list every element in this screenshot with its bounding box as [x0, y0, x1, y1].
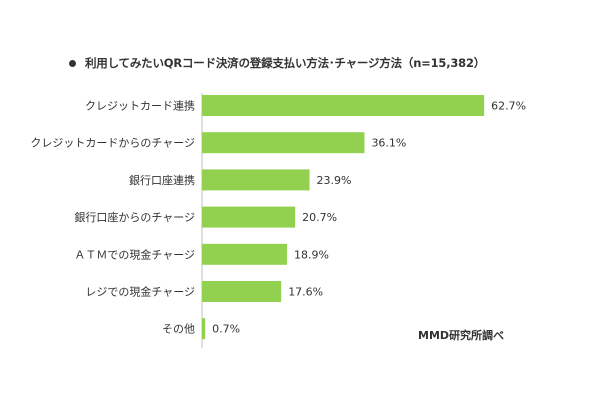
category-label: レジでの現金チャージ: [85, 285, 195, 299]
category-label: ＡＴＭでの現金チャージ: [74, 247, 195, 261]
category-label: 銀行口座からのチャージ: [74, 210, 195, 224]
bar: [202, 243, 288, 265]
chart-title-row: 利用してみたいQRコード決済の登録支払い方法･チャージ方法（n=15,382）: [69, 55, 485, 71]
value-label: 20.7%: [302, 211, 337, 224]
category-label: クレジットカード連携: [85, 99, 195, 113]
bar: [202, 169, 310, 191]
category-label: クレジットカードからのチャージ: [30, 137, 195, 150]
bar: [202, 95, 485, 116]
bar: [202, 132, 365, 154]
value-label: 17.6%: [288, 286, 323, 299]
value-label: 23.9%: [317, 174, 352, 187]
category-label: 銀行口座連携: [129, 173, 195, 187]
bullet-icon: [69, 59, 76, 67]
value-label: 62.7%: [491, 100, 526, 113]
category-label: その他: [162, 323, 195, 336]
bar: [202, 318, 206, 340]
chart-title: 利用してみたいQRコード決済の登録支払い方法･チャージ方法（n=15,382）: [85, 56, 486, 70]
value-label: 0.7%: [212, 323, 240, 336]
value-label: 18.9%: [294, 248, 329, 261]
source-note: MMD研究所調べ: [418, 329, 505, 342]
value-label: 36.1%: [371, 137, 406, 150]
bar: [202, 281, 282, 302]
bar: [202, 206, 296, 228]
